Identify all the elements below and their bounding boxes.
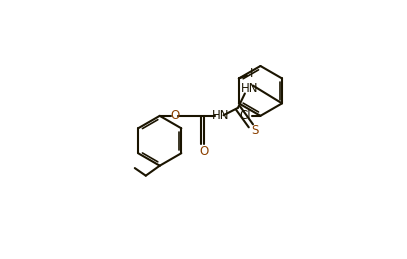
Text: HN: HN — [212, 109, 229, 122]
Text: S: S — [251, 124, 258, 137]
Text: O: O — [199, 145, 209, 158]
Text: I: I — [250, 67, 253, 80]
Text: O: O — [170, 109, 179, 122]
Text: HN: HN — [241, 82, 258, 95]
Text: Cl: Cl — [240, 109, 251, 122]
